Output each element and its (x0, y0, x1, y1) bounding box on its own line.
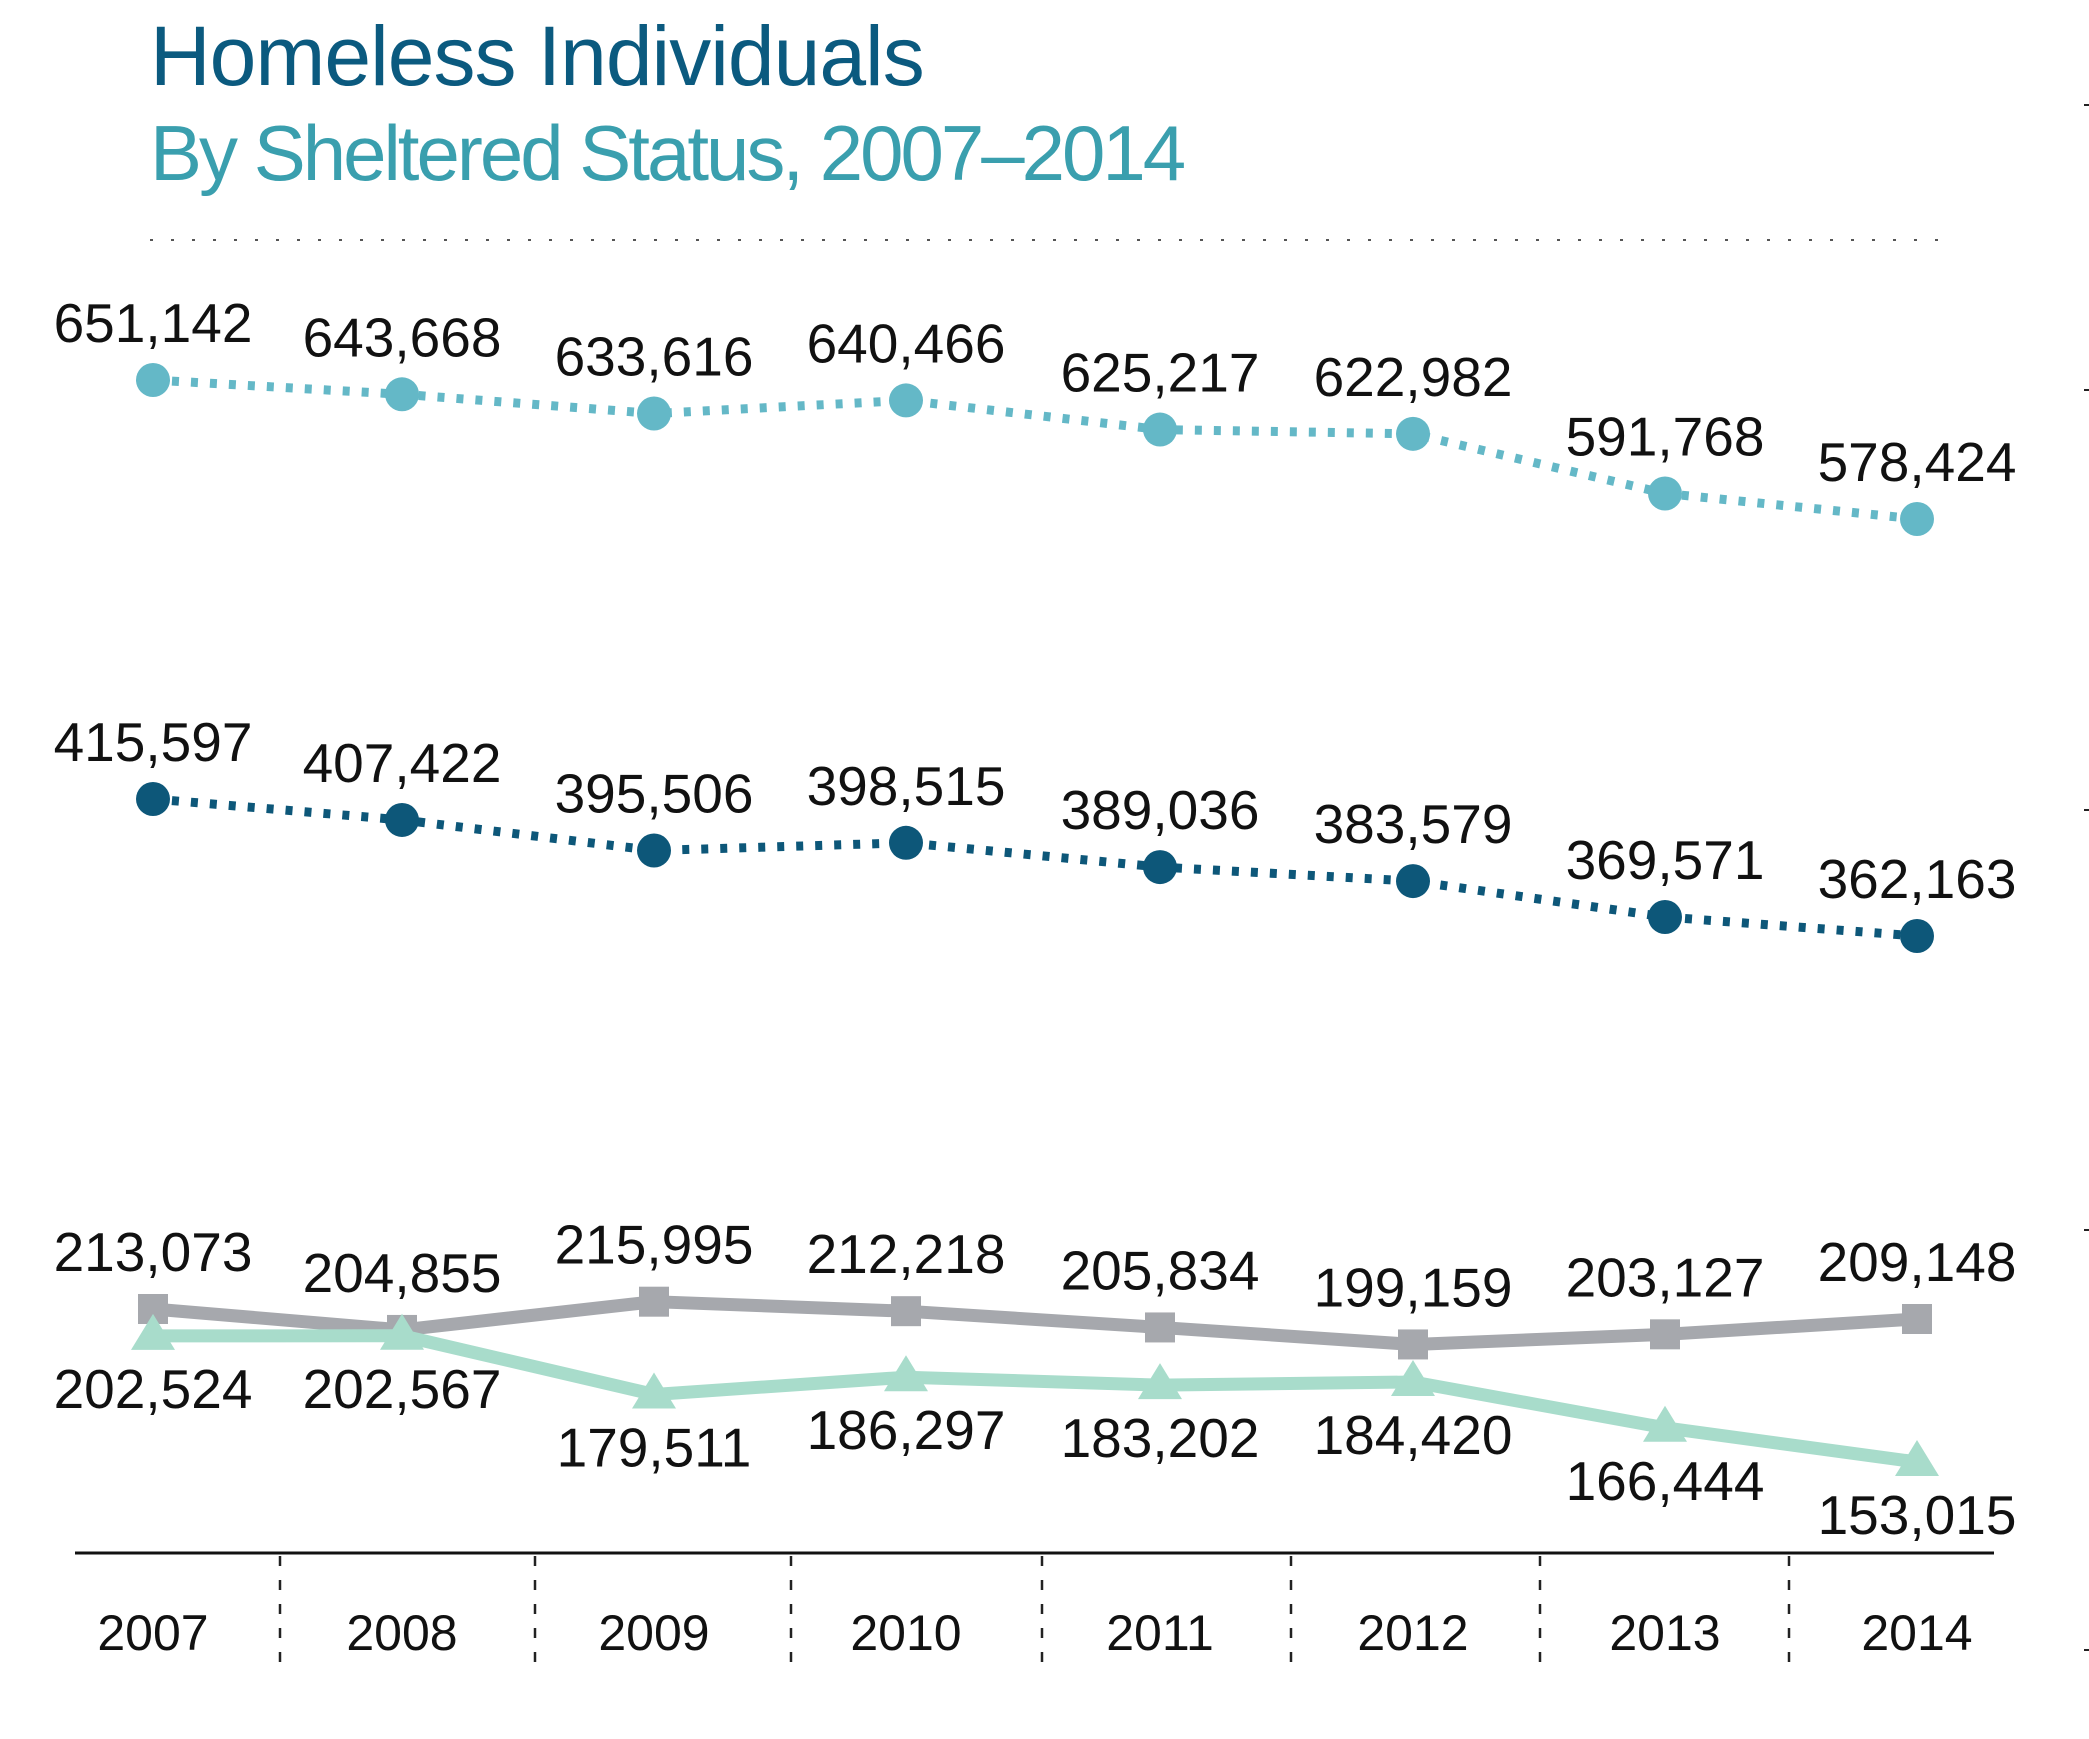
data-label: 153,015 (1818, 1484, 2017, 1546)
data-label: 398,515 (807, 755, 1006, 817)
data-label: 640,466 (807, 312, 1006, 374)
data-label: 215,995 (555, 1214, 754, 1276)
data-label: 166,444 (1566, 1450, 1765, 1512)
data-label: 651,142 (54, 292, 253, 354)
data-label: 204,855 (303, 1242, 502, 1304)
data-point-circle (136, 782, 170, 816)
data-label: 203,127 (1566, 1246, 1765, 1308)
data-label: 184,420 (1314, 1404, 1513, 1466)
x-tick-label: 2011 (1106, 1605, 1214, 1661)
data-label: 415,597 (54, 711, 253, 773)
data-label: 212,218 (807, 1223, 1006, 1285)
x-tick-label: 2012 (1357, 1605, 1468, 1661)
data-point-circle (136, 363, 170, 397)
data-label: 578,424 (1818, 431, 2017, 493)
data-label: 205,834 (1061, 1239, 1260, 1301)
data-point-square (1902, 1303, 1932, 1334)
series-line (152, 375, 1918, 524)
data-label: 209,148 (1818, 1231, 2017, 1293)
data-label: 633,616 (555, 326, 754, 388)
data-point-circle (637, 833, 671, 868)
data-label: 395,506 (555, 763, 754, 825)
data-label: 179,511 (557, 1417, 752, 1479)
data-point-circle (1648, 900, 1682, 935)
data-label: 202,524 (54, 1358, 253, 1420)
data-point-triangle (380, 1313, 424, 1350)
data-point-circle (1143, 412, 1177, 447)
data-point-circle (1648, 476, 1682, 511)
data-label: 369,571 (1566, 829, 1765, 891)
data-label: 407,422 (303, 732, 502, 794)
x-tick-label: 2013 (1609, 1605, 1720, 1661)
chart-subtitle: By Sheltered Status, 2007–2014 (150, 109, 1186, 197)
data-point-square (1145, 1312, 1175, 1343)
data-point-triangle (1895, 1440, 1939, 1476)
data-point-triangle (632, 1372, 676, 1409)
data-point-circle (1900, 502, 1934, 536)
data-point-triangle (1643, 1405, 1687, 1442)
data-label: 202,567 (303, 1358, 502, 1420)
data-point-circle (1396, 864, 1430, 899)
data-label: 183,202 (1061, 1407, 1260, 1469)
data-label: 389,036 (1061, 779, 1260, 841)
x-tick-label: 2014 (1861, 1605, 1972, 1661)
data-point-circle (889, 383, 923, 418)
data-label: 625,217 (1061, 342, 1260, 404)
series-line (152, 1329, 1918, 1469)
x-tick-label: 2008 (346, 1605, 457, 1661)
data-point-square (891, 1296, 921, 1327)
data-point-triangle (1138, 1363, 1182, 1400)
chart-title: Homeless Individuals (150, 9, 925, 103)
data-point-triangle (1391, 1359, 1435, 1396)
data-point-circle (1396, 416, 1430, 451)
data-point-circle (1900, 919, 1934, 953)
data-label: 186,297 (807, 1399, 1006, 1461)
data-point-circle (637, 396, 671, 431)
data-label: 383,579 (1314, 793, 1513, 855)
series-line (152, 1295, 1918, 1351)
x-tick-label: 2009 (598, 1605, 709, 1661)
data-point-triangle (884, 1355, 928, 1392)
data-point-circle (889, 825, 923, 860)
x-tick-label: 2010 (850, 1605, 961, 1661)
data-point-triangle (131, 1313, 175, 1350)
data-label: 622,982 (1314, 346, 1513, 408)
data-point-square (1650, 1319, 1680, 1350)
data-point-square (639, 1286, 669, 1317)
data-label: 591,768 (1566, 405, 1765, 467)
data-label: 213,073 (54, 1221, 253, 1283)
data-point-square (1398, 1329, 1428, 1360)
x-tick-label: 2007 (97, 1605, 208, 1661)
data-label: 643,668 (303, 306, 502, 368)
data-label: 199,159 (1314, 1256, 1513, 1318)
data-point-circle (385, 802, 419, 837)
data-point-circle (385, 377, 419, 412)
data-point-circle (1143, 850, 1177, 885)
data-label: 362,163 (1818, 848, 2017, 910)
